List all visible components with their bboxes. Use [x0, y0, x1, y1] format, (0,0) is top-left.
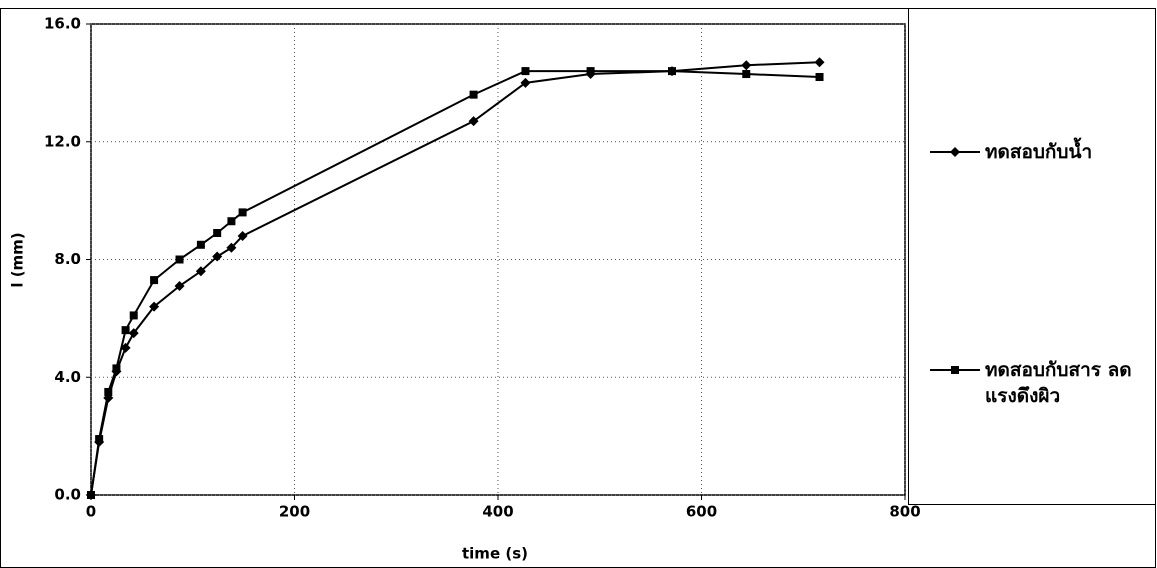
- marker: [149, 301, 160, 312]
- marker: [520, 77, 531, 88]
- legend-label: ทดสอบกับน้ำ: [985, 141, 1093, 163]
- legend-box: [908, 8, 1156, 505]
- x-tick-label: 600: [686, 503, 717, 521]
- marker: [814, 57, 825, 68]
- x-tick-label: 200: [279, 503, 310, 521]
- x-tick-label: 800: [889, 503, 920, 521]
- marker: [951, 366, 959, 374]
- y-tick-label: 16.0: [44, 15, 81, 33]
- marker: [95, 435, 104, 444]
- marker: [129, 311, 138, 320]
- legend-label: ทดสอบกับสาร ลดแรงดึงผิว: [985, 359, 1132, 407]
- marker: [521, 67, 530, 76]
- marker: [121, 326, 130, 335]
- marker: [468, 116, 479, 127]
- series-line: [90, 70, 820, 496]
- marker: [212, 251, 223, 262]
- marker: [469, 90, 478, 99]
- marker: [112, 364, 121, 373]
- marker: [227, 217, 236, 226]
- marker: [120, 342, 131, 353]
- marker: [195, 266, 206, 277]
- x-axis-title: time (s): [462, 545, 528, 563]
- marker: [213, 229, 222, 238]
- marker: [128, 328, 139, 339]
- marker: [238, 208, 247, 217]
- y-axis-title: l (mm): [9, 232, 27, 287]
- y-tick-label: 0.0: [54, 486, 81, 504]
- marker: [226, 242, 237, 253]
- y-tick-label: 8.0: [54, 250, 81, 268]
- marker: [741, 60, 752, 71]
- marker: [150, 276, 159, 285]
- marker: [87, 491, 95, 499]
- y-tick-label: 4.0: [54, 368, 81, 386]
- marker: [104, 387, 113, 396]
- marker: [950, 147, 960, 157]
- marker: [815, 72, 824, 81]
- frame: [0, 8, 1156, 568]
- x-tick-label: 400: [482, 503, 513, 521]
- marker: [196, 240, 205, 249]
- y-tick-label: 12.0: [44, 132, 81, 150]
- marker: [742, 70, 751, 79]
- marker: [174, 280, 185, 291]
- marker: [237, 230, 248, 241]
- x-tick-label: 0: [86, 503, 96, 521]
- series-line: [90, 61, 820, 496]
- marker: [667, 67, 676, 76]
- marker: [175, 255, 184, 264]
- marker: [586, 67, 595, 76]
